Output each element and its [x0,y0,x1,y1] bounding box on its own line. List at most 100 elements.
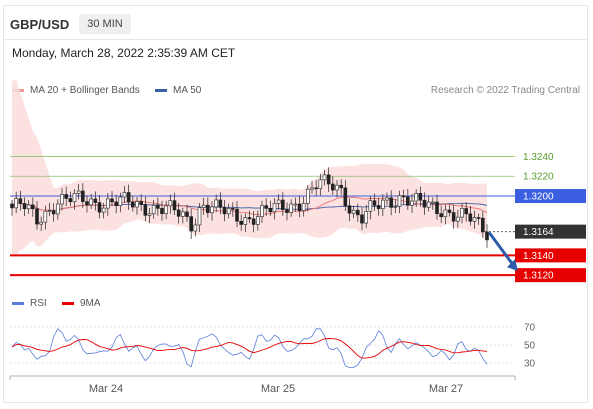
candle-41 [181,207,185,224]
candle-37 [164,200,168,220]
ma50-swatch [155,89,167,92]
candle-92 [393,198,398,214]
candle-106 [451,204,456,229]
candle-19 [89,193,93,209]
x-tick-2: Mar 27 [429,383,463,395]
candle-99 [422,192,427,215]
candle-33 [147,207,152,224]
candle-75 [322,169,327,186]
candle-69 [297,196,302,218]
candle-102 [435,194,439,220]
candle-76 [326,167,331,192]
candle-44 [193,218,198,237]
candle-1 [14,191,18,214]
candle-79 [339,179,343,195]
candle-80 [343,180,348,212]
rsi-tick-0: 70 [524,323,536,334]
candle-111 [472,210,477,229]
level-label-0: 1.3240 [523,152,554,163]
candle-20 [93,191,98,211]
legend-ma9-label: 9MA [80,298,101,309]
timeframe-badge[interactable]: 30 MIN [79,14,131,34]
candle-72 [310,180,314,194]
candle-17 [81,183,85,209]
candle-94 [401,189,406,205]
candle-61 [264,198,268,217]
level-label-bg-3 [515,224,586,239]
candle-4 [26,200,31,214]
candle-14 [68,191,73,207]
widget-frame [3,5,588,403]
candle-0 [10,199,14,216]
candle-71 [306,184,310,212]
candle-60 [260,200,264,224]
candle-38 [168,194,173,214]
candle-18 [85,195,89,213]
candle-5 [31,197,35,217]
candle-51 [222,199,227,222]
candle-42 [185,205,189,222]
candle-78 [335,179,339,198]
candle-39 [172,192,177,215]
candle-81 [347,198,352,222]
candle-30 [135,196,139,215]
candle-12 [60,188,64,211]
candle-13 [64,186,68,207]
legend-ma20-label: MA 20 + Bollinger Bands [30,85,140,96]
rsi-ma-line [11,338,488,359]
candle-35 [156,197,160,216]
legend-rsi-label: RSI [30,298,47,309]
candle-11 [56,199,60,220]
candle-68 [293,197,298,212]
candle-23 [106,193,110,216]
candle-26 [118,192,123,213]
candle-49 [214,194,218,213]
candle-88 [376,197,381,216]
candle-29 [131,195,135,212]
candle-63 [272,197,277,220]
candle-85 [364,204,368,229]
candle-108 [460,203,464,224]
credit-text: Research © 2022 Trading Central [430,85,580,96]
level-label-1: 1.3220 [523,172,554,183]
candle-62 [268,200,273,216]
candle-52 [226,203,231,219]
candle-73 [314,179,318,197]
rsi-line [11,328,488,368]
candle-3 [22,197,27,217]
candle-96 [410,194,414,214]
candle-32 [143,196,148,222]
candle-98 [418,186,423,207]
candle-48 [210,201,214,221]
rsi-swatch [12,302,24,305]
candle-16 [76,183,81,200]
candle-25 [114,194,118,214]
candle-21 [97,195,102,219]
candle-105 [447,204,452,217]
candle-58 [251,210,256,233]
candle-91 [389,190,393,216]
legend-ma9: 9MA [62,298,101,309]
candle-112 [476,213,481,225]
level-label-5: 1.3120 [523,271,554,282]
candle-70 [301,196,306,217]
candle-34 [151,199,156,219]
candle-8 [43,205,48,230]
legend-ma50-label: MA 50 [173,85,202,96]
candle-43 [189,208,193,239]
level-label-bg-4 [515,248,586,263]
candle-114 [485,224,489,248]
rsi-tick-1: 50 [524,341,536,352]
timestamp: Monday, March 28, 2022 2:35:39 AM CET [12,46,236,60]
candle-64 [276,194,281,210]
level-label-bg-2 [515,189,586,204]
legend-rsi: RSI [12,298,47,309]
rsi-tick-2: 30 [524,359,536,370]
candle-77 [331,176,335,195]
candle-82 [351,205,356,219]
candle-28 [126,184,131,210]
candle-55 [239,214,243,232]
candle-2 [18,190,23,211]
candle-53 [231,202,235,217]
candle-93 [397,190,402,214]
